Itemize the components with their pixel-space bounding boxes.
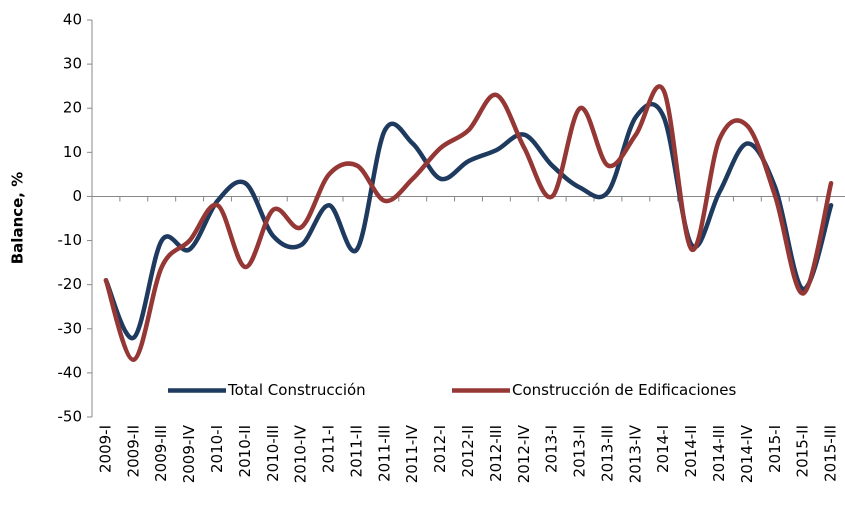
series-line	[103, 102, 834, 340]
x-tick-label: 2009-IV	[180, 424, 198, 483]
x-tick-label: 2014-III	[710, 425, 728, 482]
x-tick-label: 2009-I	[96, 425, 114, 473]
x-tick-label: 2013-II	[571, 425, 589, 477]
y-tick-label: -10	[58, 231, 83, 249]
x-tick-label: 2015-III	[822, 425, 840, 482]
y-axis-label: Balance, %	[9, 172, 27, 265]
y-tick-label: 30	[63, 55, 82, 73]
y-tick-label: -20	[58, 275, 83, 293]
x-tick-label: 2010-II	[236, 425, 254, 477]
y-tick-label: 0	[72, 187, 82, 205]
x-tick-label: 2014-IV	[738, 424, 756, 483]
legend-label: Construcción de Edificaciones	[512, 381, 737, 399]
x-tick-label: 2009-III	[152, 425, 170, 482]
y-tick-label: 20	[63, 99, 82, 117]
x-tick-label: 2010-III	[264, 425, 282, 482]
x-tick-label: 2011-II	[347, 425, 365, 477]
x-tick-label: 2014-II	[682, 425, 700, 477]
x-tick-label: 2012-III	[487, 425, 505, 482]
y-tick-label: -50	[58, 408, 83, 426]
legend-label: Total Construcción	[227, 381, 366, 399]
x-tick-label: 2011-IV	[403, 424, 421, 483]
x-tick-label: 2013-III	[598, 425, 616, 482]
x-tick-label: 2015-II	[794, 425, 812, 477]
x-tick-label: 2014-I	[654, 425, 672, 473]
x-tick-label: 2011-I	[320, 425, 338, 473]
x-tick-label: 2015-I	[766, 425, 784, 473]
x-tick-label: 2013-IV	[626, 424, 644, 483]
y-tick-label: -40	[58, 363, 83, 381]
x-tick-label: 2012-II	[459, 425, 477, 477]
x-tick-label: 2012-IV	[515, 424, 533, 483]
series-line	[103, 84, 834, 362]
y-tick-label: -30	[58, 319, 83, 337]
y-tick-label: 40	[63, 11, 82, 29]
x-tick-label: 2012-I	[431, 425, 449, 473]
x-tick-label: 2010-I	[208, 425, 226, 473]
x-tick-label: 2009-II	[124, 425, 142, 477]
x-tick-label: 2013-I	[543, 425, 561, 473]
x-tick-label: 2011-III	[375, 425, 393, 482]
y-tick-label: 10	[63, 143, 82, 161]
x-tick-label: 2010-IV	[292, 424, 310, 483]
